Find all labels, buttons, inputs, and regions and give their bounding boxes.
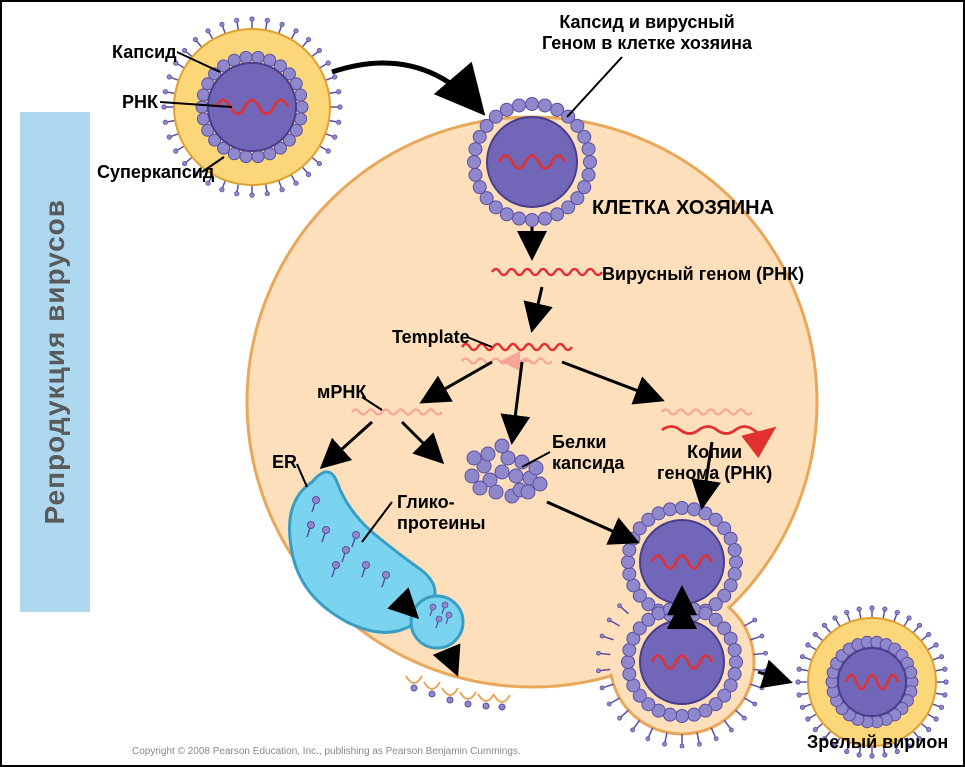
label-host-cell: КЛЕТКА ХОЗЯИНА	[592, 197, 774, 220]
label-er: ER	[272, 452, 297, 473]
label-mrna: мРНК	[317, 382, 366, 403]
label-supercapsid: Суперкапсид	[97, 162, 214, 183]
diagram-svg	[2, 2, 965, 767]
label-genome-copies: Копии генома (РНК)	[657, 442, 772, 484]
label-template: Template	[392, 327, 470, 348]
label-capsid-proteins: Белки капсида	[552, 432, 624, 474]
label-capsid: Капсид	[112, 42, 177, 63]
diagram-stage: Репродукция вирусов Капсид РНК Суперкапс…	[0, 0, 965, 767]
label-viral-genome: Вирусный геном (РНК)	[602, 264, 804, 285]
copyright-text: Copyright © 2008 Pearson Education, Inc.…	[132, 746, 521, 757]
label-capsid-genome-host: Капсид и вирусный Геном в клетке хозяина	[542, 12, 752, 54]
label-rna: РНК	[122, 92, 158, 113]
label-glyco: Глико- протеины	[397, 492, 486, 534]
label-mature-virion: Зрелый вирион	[807, 732, 948, 753]
